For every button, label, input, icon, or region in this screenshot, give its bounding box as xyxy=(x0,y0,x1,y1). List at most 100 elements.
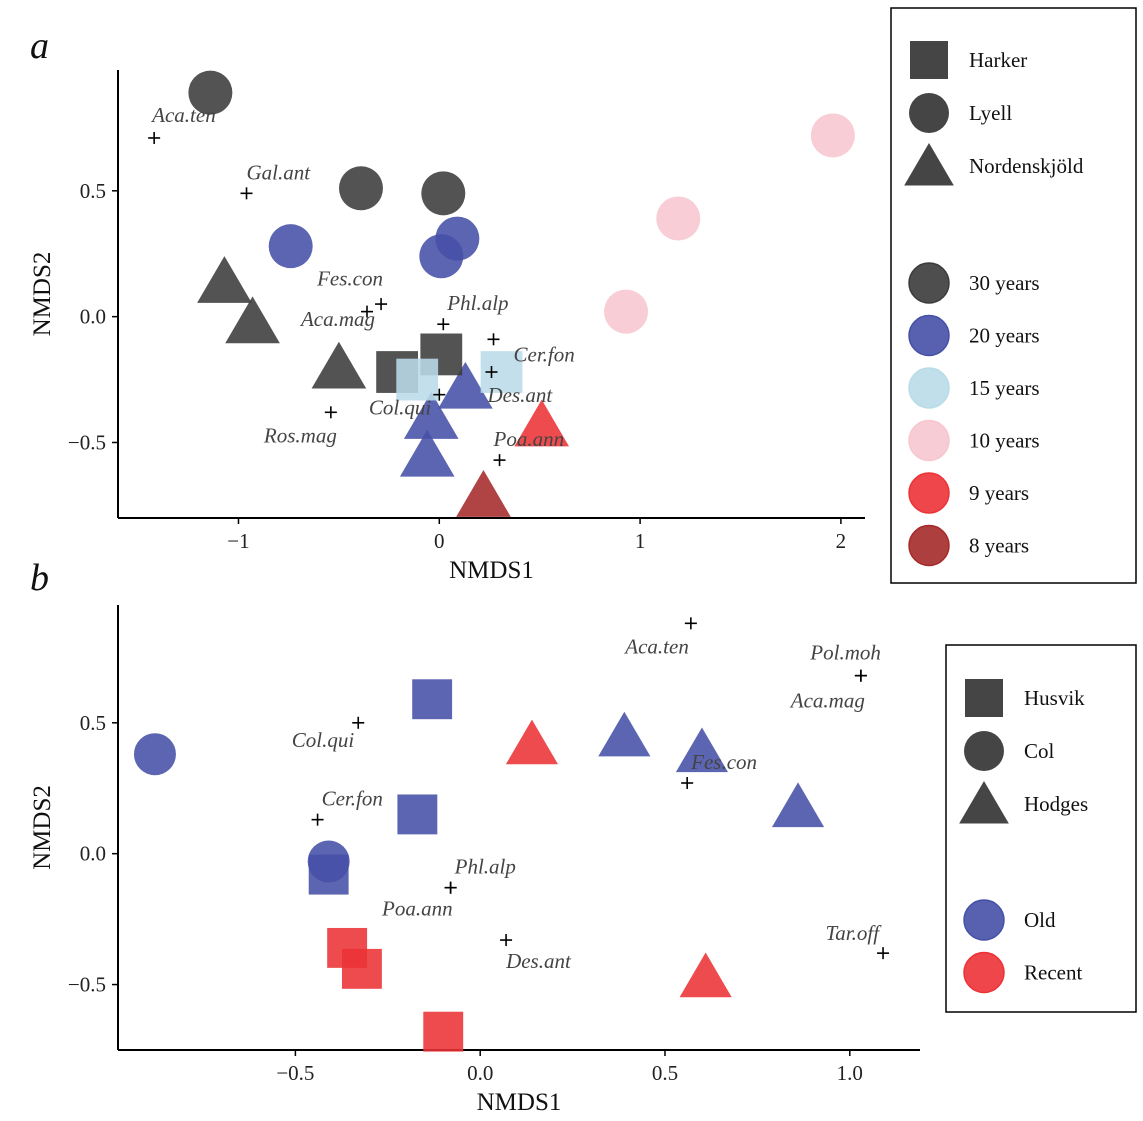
legend-label: Nordenskjöld xyxy=(969,154,1084,178)
x-axis-title: NMDS1 xyxy=(449,557,534,584)
legend-key-triangle xyxy=(959,781,1009,824)
point-circle-30-years xyxy=(188,70,233,115)
species-label: Aca.ten xyxy=(150,103,216,127)
species-layer: Aca.ten Pol.moh Aca.mag Col.qui Fes.con Cer.f… xyxy=(292,617,890,973)
point-triangle-old xyxy=(771,782,825,828)
species-label: Cer.fon xyxy=(514,342,575,366)
legend-label: 20 years xyxy=(969,324,1040,348)
legend-label: 30 years xyxy=(969,271,1040,295)
data-points xyxy=(188,70,855,517)
legend-key-color xyxy=(908,314,950,357)
legend-label: 9 years xyxy=(969,481,1029,505)
x-tick-label: 0 xyxy=(434,529,445,553)
point-triangle-old xyxy=(675,727,729,773)
species-label: Aca.ten xyxy=(623,634,689,658)
species-label: Des.ant xyxy=(505,949,572,973)
point-triangle-9-years xyxy=(514,399,570,447)
point-triangle-20-years xyxy=(399,429,455,477)
point-circle-20-years xyxy=(419,234,464,279)
legend-label: Hodges xyxy=(1024,792,1088,816)
point-triangle-recent xyxy=(679,952,732,998)
x-tick-label: −1 xyxy=(227,529,249,553)
point-circle-30-years xyxy=(338,166,383,211)
species-label: Des.ant xyxy=(487,383,554,407)
legend-key-color xyxy=(908,472,950,514)
panel-b: b −0.5 0.0 0.5 1.0 −0.5 0.0 0.5 NMDS1 NMDS2 Aca.te… xyxy=(29,557,1137,1116)
point-square-old xyxy=(308,854,349,895)
x-tick-label: −0.5 xyxy=(276,1061,314,1085)
legend-label: 10 years xyxy=(969,429,1040,453)
legend-label: Col xyxy=(1024,739,1055,763)
species-label: Phl.alp xyxy=(446,291,508,315)
point-square-old xyxy=(397,794,438,835)
legend-key-color xyxy=(963,951,1005,994)
species-label: Gal.ant xyxy=(247,160,312,184)
legend-label: Husvik xyxy=(1024,686,1085,710)
x-tick-label: 1.0 xyxy=(837,1061,863,1085)
x-axis-title: NMDS1 xyxy=(477,1089,562,1116)
legend-key-triangle xyxy=(904,143,954,186)
point-triangle-8-years xyxy=(456,470,511,517)
x-tick-label: 0.0 xyxy=(467,1061,493,1085)
point-triangle-30-years xyxy=(311,341,367,389)
panel-letter: a xyxy=(30,25,49,67)
y-tick-label: 0.0 xyxy=(80,305,106,329)
y-tick-label: 0.0 xyxy=(80,842,106,866)
panel-letter: b xyxy=(30,557,49,599)
legend: Harker Lyell Nordenskjöld 30 years 20 years 1… xyxy=(890,7,1137,584)
point-square-old xyxy=(412,679,453,720)
x-tick-label: 1 xyxy=(635,529,646,553)
legend-label: Lyell xyxy=(969,101,1012,125)
point-square-recent xyxy=(423,1011,464,1052)
y-tick-label: 0.5 xyxy=(80,179,106,203)
legend-key-color xyxy=(908,419,950,462)
point-triangle-20-years xyxy=(403,392,459,439)
point-circle-20-years xyxy=(268,224,313,269)
species-label: Poa.ann xyxy=(381,897,453,921)
y-axis-title: NMDS2 xyxy=(29,252,56,337)
point-circle-10-years xyxy=(656,196,701,241)
y-tick-label: 0.5 xyxy=(80,711,106,735)
species-label: Cer.fon xyxy=(322,787,383,811)
legend-key-circle xyxy=(909,93,949,133)
legend-key-color xyxy=(908,367,950,409)
legend-key-color xyxy=(908,524,950,567)
point-square-recent xyxy=(341,948,382,989)
point-circle-10-years xyxy=(810,113,855,158)
data-points xyxy=(133,679,825,1052)
legend-key-color xyxy=(963,899,1005,941)
species-label: Aca.mag xyxy=(299,307,375,331)
y-axis-title: NMDS2 xyxy=(29,785,56,870)
species-label: Phl.alp xyxy=(454,855,516,879)
species-label: Tar.off xyxy=(826,921,883,945)
species-label: Col.qui xyxy=(369,396,432,420)
point-triangle-old xyxy=(598,711,651,757)
species-label: Fes.con xyxy=(316,267,383,291)
point-triangle-30-years xyxy=(225,296,280,344)
x-tick-label: 0.5 xyxy=(652,1061,678,1085)
point-circle-30-years xyxy=(421,171,466,216)
legend-key-color xyxy=(908,262,950,304)
legend-key-circle xyxy=(964,731,1004,771)
legend-key-square xyxy=(910,41,948,79)
legend: Husvik Col Hodges Old Recent xyxy=(945,644,1137,1013)
legend-label: 15 years xyxy=(969,376,1040,400)
species-label: Pol.moh xyxy=(809,641,881,665)
legend-label: Old xyxy=(1024,908,1056,932)
legend-label: 8 years xyxy=(969,534,1029,558)
panel-a: a −1 0 1 2 −0.5 0.0 0.5 NMDS1 NMDS2 Aca.ten Gal.ant… xyxy=(29,7,1137,584)
species-label: Fes.con xyxy=(690,750,757,774)
legend-label: Recent xyxy=(1024,961,1082,985)
point-triangle-recent xyxy=(505,719,559,765)
species-layer: Aca.ten Gal.ant Fes.con Aca.mag Phl.alp Cer.f… xyxy=(148,103,575,467)
x-tick-label: 2 xyxy=(836,529,847,553)
y-tick-label: −0.5 xyxy=(68,973,106,997)
species-label: Aca.mag xyxy=(789,689,865,713)
point-triangle-30-years xyxy=(197,256,252,303)
point-triangle-20-years xyxy=(438,361,493,409)
legend-label: Harker xyxy=(969,48,1027,72)
species-label: Poa.ann xyxy=(493,427,565,451)
y-tick-label: −0.5 xyxy=(68,430,106,454)
legend-key-square xyxy=(965,679,1003,717)
